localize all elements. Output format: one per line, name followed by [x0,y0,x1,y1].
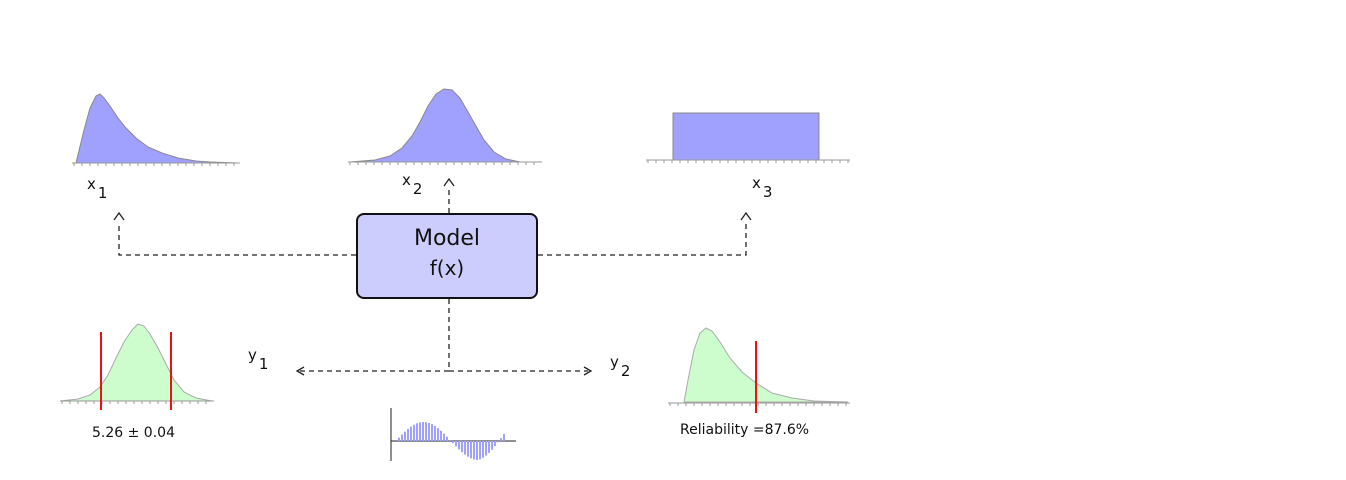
label-x2-var: x [402,171,411,189]
label-x1-var: x [87,175,96,193]
y2-density-shape [683,327,849,403]
y2-axis-ticks [669,403,847,406]
label-y1-var: y [248,346,257,364]
arrow-right-icon [583,366,593,376]
input-distribution-x1 [72,93,240,166]
label-y2-sub: 2 [620,362,631,380]
label-x2-sub: 2 [412,180,423,198]
connector-x1 [118,222,356,256]
output-connectors [300,299,588,372]
y1-density-shape [59,323,213,402]
input-distribution-x2 [348,88,542,165]
x3-density-shape [672,112,820,161]
output-distribution-y1 [59,323,214,410]
label-y1-sub: 1 [258,355,269,373]
model-box: Model f(x) [356,213,538,299]
caret-up-icon [443,177,455,187]
y1-caption: 5.26 ± 0.04 [92,425,175,441]
input-connectors [118,186,747,256]
x2-density-shape [349,88,521,163]
input-distribution-x3 [646,112,850,163]
connector-x3 [538,222,747,256]
label-y2-var: y [610,353,619,371]
caret-up-icon [740,211,752,221]
response-curve-bars [398,422,505,460]
model-function: f(x) [429,256,465,280]
x1-density-shape [75,93,239,164]
response-plot [390,408,516,461]
label-x3-sub: 3 [762,183,773,201]
arrow-left-icon [295,366,305,376]
caret-up-icon [113,211,125,221]
y2-caption: Reliability =87.6% [680,422,810,438]
caret-up-icon [113,177,752,221]
label-x3-var: x [752,174,761,192]
x1-axis-ticks [73,163,235,166]
label-x1-sub: 1 [97,184,108,202]
model-title: Model [413,226,481,251]
output-distribution-y2 [668,327,850,413]
x2-axis-ticks [349,162,535,165]
x3-axis-ticks [647,160,849,163]
